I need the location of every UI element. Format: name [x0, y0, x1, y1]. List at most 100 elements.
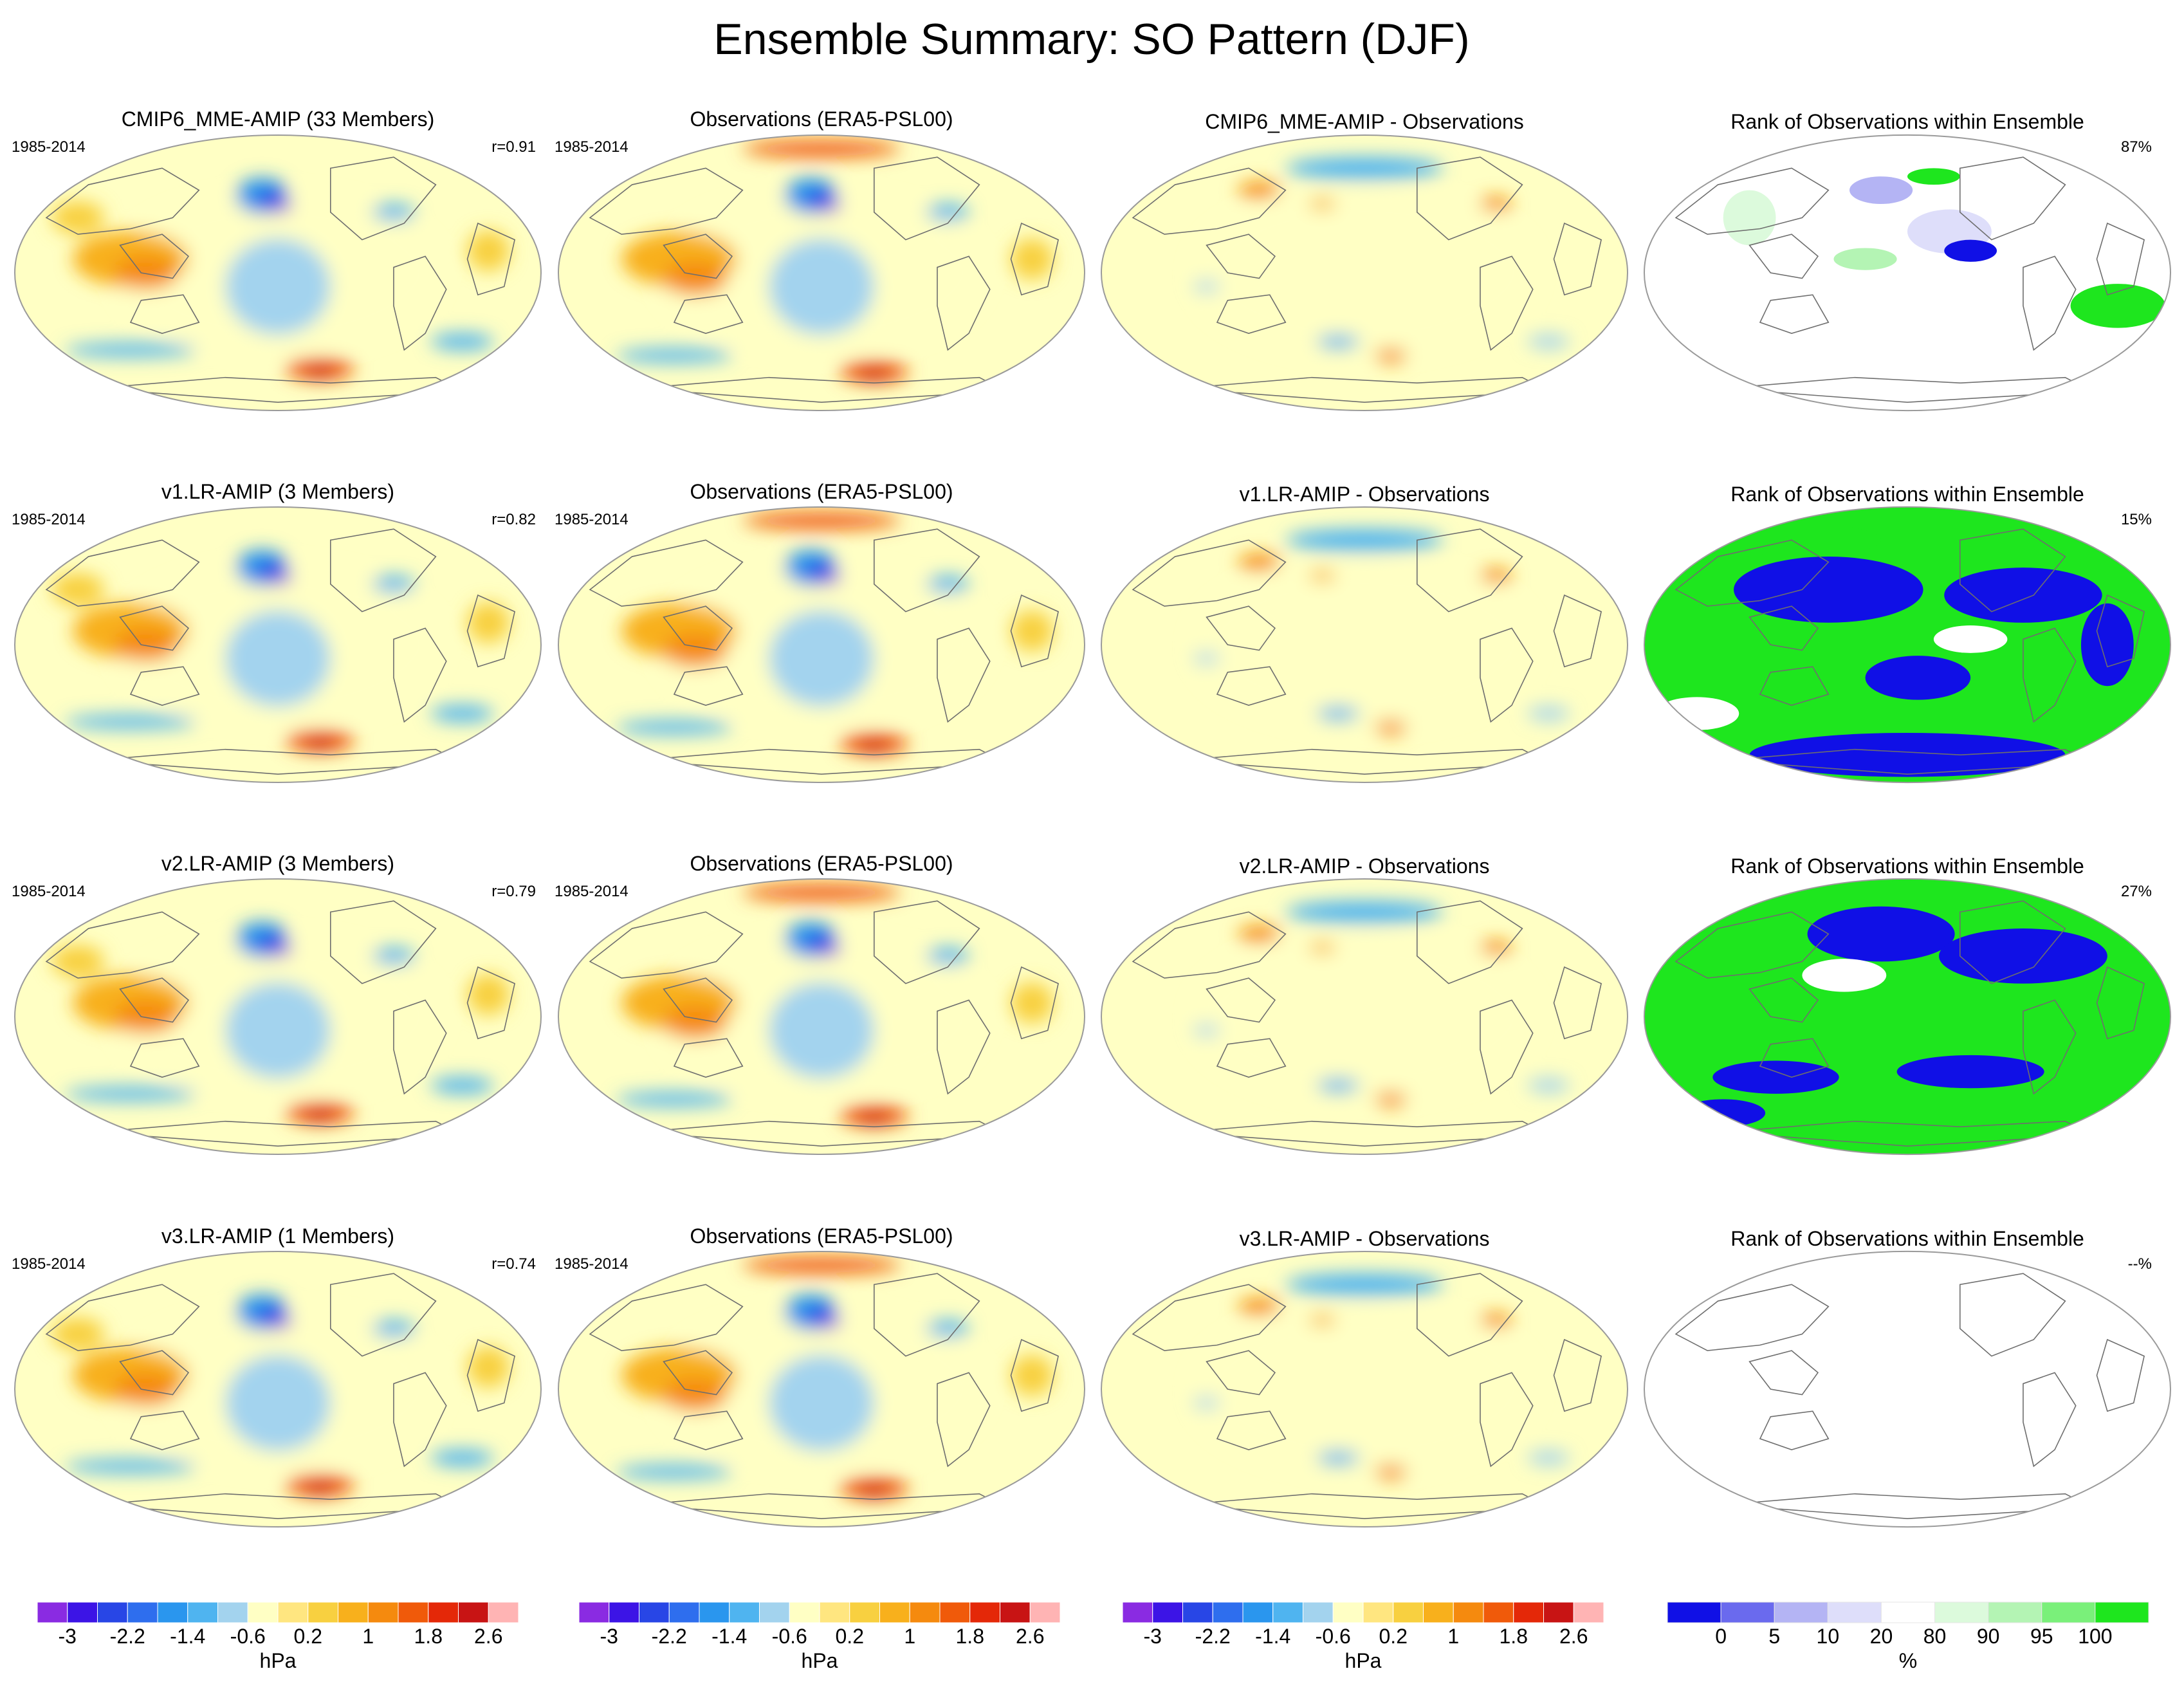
obs-map-3-contour-region-5 [616, 1464, 732, 1479]
model-map-3-contour-region-2 [115, 1372, 178, 1406]
model-map-1-contour-region-5 [430, 705, 494, 722]
rank-tick-label: 0 [1715, 1625, 1727, 1648]
hpa-colorbar-cell [157, 1601, 188, 1623]
rank-map-1-rank-region-6 [1933, 625, 2008, 653]
diff-map-0-contour-region-5 [1317, 335, 1359, 349]
hpa-colorbar-cell [609, 1601, 639, 1623]
hpa-colorbar-cell [819, 1601, 850, 1623]
diff-map-0-coastline-0 [1132, 167, 1287, 235]
obs-map-1-contour-region-3 [663, 633, 727, 667]
model-map-2-coastline-6 [93, 1120, 464, 1147]
diff-map-0-contour-region-4 [1309, 198, 1336, 210]
rank-map-3-coastline-1 [1748, 1350, 1819, 1396]
hpa-tick-label: 1.8 [414, 1625, 443, 1648]
model-period-label: 1985-2014 [12, 883, 86, 900]
rank-map-0-coastline-3 [1959, 156, 2066, 241]
model-map-2-coastline-4 [393, 999, 447, 1095]
diff-map-3-coastline-6 [1180, 1493, 1551, 1519]
rank-map-1-rank-region-7 [2080, 603, 2134, 687]
hpa-unit-label: hPa [260, 1649, 297, 1672]
obs-map-0-contour-region-1 [742, 140, 901, 158]
diff-map-3-coastline-2 [1216, 1410, 1287, 1451]
model-map-0-coastline-3 [330, 156, 437, 241]
obs-panel-title: Observations (ERA5-PSL00) [690, 480, 953, 503]
obs-map-2-contour-region-4 [769, 982, 874, 1079]
diff-panel-title: CMIP6_MME-AMIP - Observations [1205, 110, 1524, 133]
diff-map-2-contour-region-8 [1527, 1078, 1570, 1093]
rank-panel-title: Rank of Observations within Ensemble [1730, 854, 2084, 878]
hpa-colorbar-cell [879, 1601, 910, 1623]
obs-map-2-coastline-3 [874, 900, 980, 984]
diff-map-3-outline [1100, 1251, 1629, 1527]
rank-map-2-coastline-6 [1723, 1120, 2094, 1147]
diff-panel-title: v2.LR-AMIP - Observations [1240, 854, 1490, 878]
model-map-1-coastline-2 [129, 666, 200, 706]
obs-map-0-coastline-4 [937, 255, 991, 351]
model-map-3-coastline-0 [45, 1284, 200, 1351]
obs-map-3-coastline-2 [673, 1410, 744, 1451]
diff-map-2-coastline-6 [1180, 1120, 1551, 1147]
rank-tick-label: 20 [1870, 1625, 1893, 1648]
rank-map-0-rank-region-6 [1723, 190, 1776, 246]
obs-map-0-coastline-2 [673, 294, 744, 335]
figure-title: Ensemble Summary: SO Pattern (DJF) [713, 15, 1469, 64]
obs-map-1-contour-region-12 [1011, 610, 1053, 652]
obs-map-0-outline [557, 134, 1086, 411]
hpa-colorbar-cell [939, 1601, 971, 1623]
hpa-colorbar-cell [789, 1601, 820, 1623]
hpa-colorbar-cell [37, 1601, 68, 1623]
diff-map-0-contour-region-8 [1527, 335, 1570, 349]
hpa-colorbar-0: -3 -2.2 -1.4 -0.6 0.2 1 1.8 2.6 hPa [37, 1601, 519, 1672]
diff-map-2-contour-region-5 [1317, 1078, 1359, 1093]
obs-map-3-contour-region-1 [742, 1257, 901, 1274]
hpa-tick-label: 2.6 [474, 1625, 502, 1648]
obs-map-0-coastline-0 [589, 167, 744, 235]
rank-map-2-rank-region-6 [1681, 1099, 1766, 1127]
rank-colorbar-cell [1720, 1601, 1775, 1623]
model-map-0-contour-region-8 [275, 201, 291, 212]
hpa-colorbar-cell [668, 1601, 700, 1623]
hpa-colorbar-cell [1303, 1601, 1334, 1623]
rank-colorbar-cell [1667, 1601, 1721, 1623]
rank-tick-label: 5 [1768, 1625, 1780, 1648]
model-map-2-coastline-0 [45, 911, 200, 979]
obs-map-2-contour-region-9 [926, 948, 969, 964]
hpa-tick-label: -2.2 [652, 1625, 687, 1648]
rank-map-0-coastline-5 [2096, 222, 2145, 296]
hpa-tick-label: -1.4 [1255, 1625, 1290, 1648]
obs-map-0-coastline-3 [874, 156, 980, 241]
hpa-colorbar-cell [909, 1601, 941, 1623]
rank-map-2-coastline-0 [1675, 911, 1830, 979]
diff-map-2-contour-region-2 [1238, 925, 1281, 943]
diff-map-1-coastline-5 [1553, 594, 1602, 668]
obs-map-3-contour-region-4 [769, 1354, 874, 1452]
hpa-tick-label: -3 [59, 1625, 77, 1648]
rank-map-1-coastline-6 [1723, 748, 2094, 775]
rank-map-2-outline [1643, 878, 2172, 1155]
model-map-3-coastline-6 [93, 1493, 464, 1519]
rank-map-3-coastline-0 [1675, 1284, 1830, 1351]
obs-map-3-contour-region-8 [824, 1317, 840, 1329]
diff-map-1-contour-region-6 [1375, 720, 1407, 735]
hpa-colorbar-cell [1573, 1601, 1604, 1623]
rank-colorbar-cell [1934, 1601, 1989, 1623]
obs-map-0-contour-region-11 [858, 369, 890, 380]
rank-map-0-rank-region-5 [1907, 168, 1960, 185]
obs-map-2-coastline-0 [589, 911, 744, 979]
model-map-1-coastline-3 [330, 528, 437, 613]
diff-map-2-contour-region-4 [1309, 942, 1336, 954]
obs-map-0-contour-region-9 [926, 204, 969, 221]
panel-row-3: v3.LR-AMIP (1 Members) 1985-2014 r=0.74 Obs… [12, 1224, 2172, 1527]
diff-map-1-coastline-1 [1206, 605, 1276, 651]
model-map-1-coastline-4 [393, 627, 447, 723]
model-map-2-contour-region-5 [430, 1077, 494, 1094]
obs-period-label: 1985-2014 [555, 138, 629, 156]
obs-map-2-contour-region-3 [663, 1005, 727, 1039]
rank-panel-title: Rank of Observations within Ensemble [1730, 1227, 2084, 1250]
hpa-colorbar-2: -3 -2.2 -1.4 -0.6 0.2 1 1.8 2.6 hPa [1122, 1601, 1604, 1672]
diff-map-0-outline [1100, 134, 1629, 411]
diff-map-3-contour-region-4 [1309, 1315, 1336, 1326]
hpa-colorbar-cell [1272, 1601, 1303, 1623]
obs-map-3-contour-region-12 [1011, 1354, 1053, 1396]
hpa-colorbar-cell [1393, 1601, 1424, 1623]
